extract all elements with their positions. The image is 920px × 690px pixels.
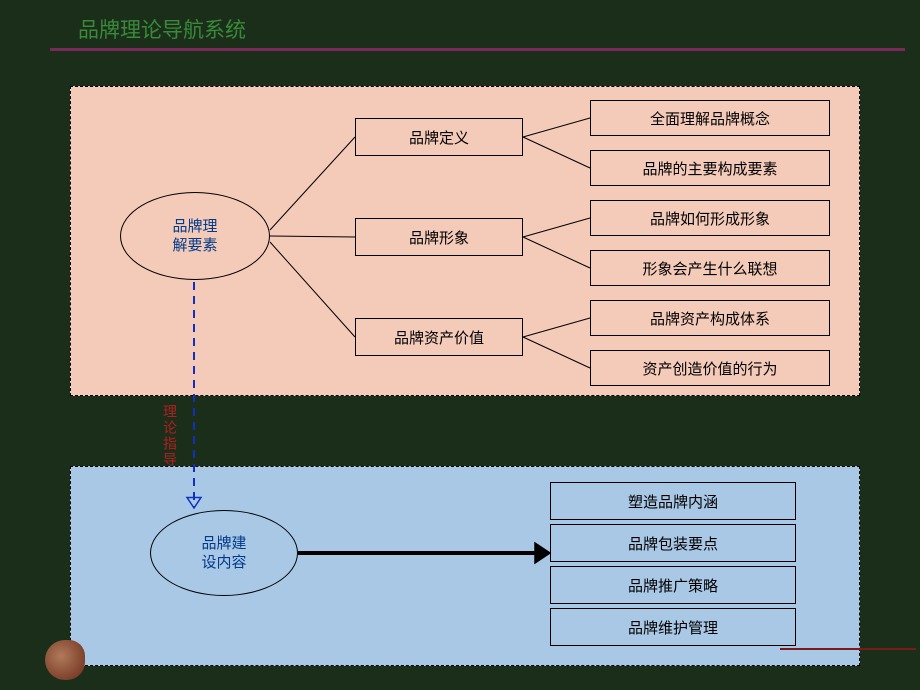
leaf-asset-value-behavior: 资产创造价值的行为 bbox=[590, 350, 830, 386]
node-brand-image: 品牌形象 bbox=[355, 218, 523, 256]
connector-label: 理论指导 bbox=[160, 404, 180, 468]
node-brand-definition: 品牌定义 bbox=[355, 118, 523, 156]
leaf-promotion-strategy: 品牌推广策略 bbox=[550, 566, 796, 604]
node-brand-understanding-factors: 品牌理 解要素 bbox=[120, 192, 270, 280]
node-brand-construction-content: 品牌建 设内容 bbox=[150, 510, 298, 596]
node-brand-asset-value: 品牌资产价值 bbox=[355, 318, 523, 356]
leaf-maintenance-management: 品牌维护管理 bbox=[550, 608, 796, 646]
leaf-shape-connotation: 塑造品牌内涵 bbox=[550, 482, 796, 520]
ellipse2-line2: 设内容 bbox=[201, 553, 246, 573]
logo-icon bbox=[45, 640, 85, 680]
ellipse1-line1: 品牌理 bbox=[172, 217, 217, 237]
leaf-understand-concept: 全面理解品牌概念 bbox=[590, 100, 830, 136]
leaf-packaging-points: 品牌包装要点 bbox=[550, 524, 796, 562]
leaf-asset-structure: 品牌资产构成体系 bbox=[590, 300, 830, 336]
page-title: 品牌理论导航系统 bbox=[78, 14, 246, 44]
leaf-image-association: 形象会产生什么联想 bbox=[590, 250, 830, 286]
leaf-how-image-forms: 品牌如何形成形象 bbox=[590, 200, 830, 236]
ellipse1-line2: 解要素 bbox=[172, 236, 217, 256]
title-underline bbox=[50, 48, 905, 51]
ellipse2-line1: 品牌建 bbox=[201, 534, 246, 554]
leaf-main-components: 品牌的主要构成要素 bbox=[590, 150, 830, 186]
